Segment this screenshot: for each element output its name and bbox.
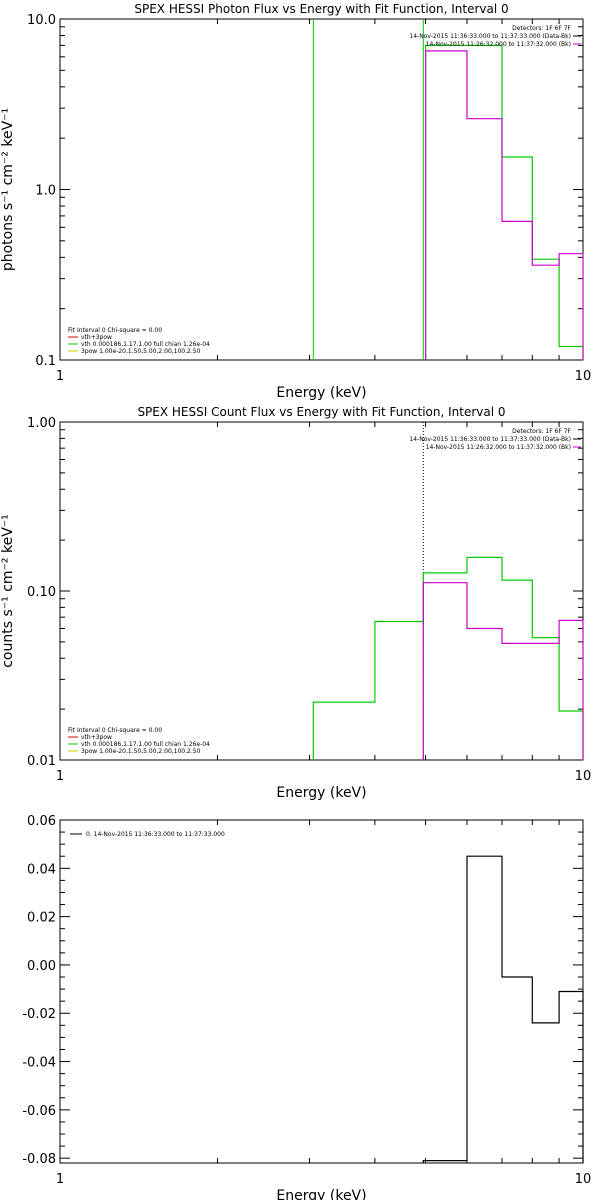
chart-title: SPEX HESSI Photon Flux vs Energy with Fi… xyxy=(134,2,508,16)
y-tick-label: 0.00 xyxy=(27,959,56,974)
y-axis-label: counts s⁻¹ cm⁻² keV⁻¹ xyxy=(0,514,16,668)
fit-info-line: vth 0.000186,1.17,1.00 full chian 1.26e-… xyxy=(81,341,210,348)
legend-entry: 0. 14-Nov-2015 11:36:33.000 to 11:37:33.… xyxy=(86,831,225,838)
y-tick-label: 0.02 xyxy=(27,911,56,926)
y-tick-label: 0.06 xyxy=(27,814,56,829)
y-tick-label: 0.10 xyxy=(27,585,56,600)
fit-info-line: vth+3pow xyxy=(81,734,112,741)
x-axis-label: Energy (keV) xyxy=(276,385,366,401)
series-2-steps xyxy=(422,582,584,760)
x-tick-label: 10 xyxy=(575,769,592,784)
y-axis-label: photons s⁻¹ cm⁻² keV⁻¹ xyxy=(0,108,16,271)
header-line: 14-Nov-2015 11:36:33.000 to 11:37:33.000… xyxy=(409,436,571,443)
series-1-steps xyxy=(422,855,584,1163)
y-tick-label: 10.0 xyxy=(27,13,56,28)
y-tick-label: -0.08 xyxy=(22,1152,56,1167)
series-1-steps xyxy=(425,44,584,360)
x-tick-label: 1 xyxy=(56,369,64,384)
plot-frame xyxy=(59,18,584,361)
fit-info-line: vth 0.000186,1.17,1.00 full chian 1.26e-… xyxy=(81,741,210,748)
x-tick-label: 1 xyxy=(56,769,64,784)
chart-3: 1 10 0.06 0.04 0.02 0.00 -0.02 -0.04 -0.06 -0.08 E… xyxy=(22,814,591,1200)
chart-2: SPEX HESSI Count Flux vs Energy with Fit… xyxy=(0,405,591,801)
header-line: 14-Nov-2015 11:26:32.000 to 11:37:32.000… xyxy=(426,41,571,48)
x-tick-label: 10 xyxy=(575,369,592,384)
x-axis-label: Energy (keV) xyxy=(276,1188,366,1200)
chart-title: SPEX HESSI Count Flux vs Energy with Fit… xyxy=(137,405,505,419)
plot-frame xyxy=(59,819,584,1164)
chart-1: SPEX HESSI Photon Flux vs Energy with Fi… xyxy=(0,2,591,401)
fit-info-line: vth+3pow xyxy=(81,334,112,341)
fit-info-line: 3pow 1.00e-20,1.50,5.00,2.00,100,2.50 xyxy=(81,348,201,355)
x-axis-label: Energy (keV) xyxy=(276,785,366,801)
x-tick-label: 10 xyxy=(575,1172,592,1187)
header-line: 14-Nov-2015 11:36:33.000 to 11:37:33.000… xyxy=(409,33,571,40)
series-1-steps xyxy=(312,556,584,760)
y-tick-label: 0.1 xyxy=(35,354,56,369)
x-tick-label: 1 xyxy=(56,1172,64,1187)
header-line: 14-Nov-2015 11:26:32.000 to 11:37:32.000… xyxy=(426,444,571,451)
y-tick-label: 0.01 xyxy=(27,754,56,769)
fit-info-line: Fit Interval 0 Chi-square = 0.00 xyxy=(68,727,162,734)
y-tick-label: -0.02 xyxy=(22,1007,56,1022)
fit-info-line: 3pow 1.00e-20,1.50,5.00,2.00,100,2.50 xyxy=(81,748,201,755)
fit-info-line: Fit Interval 0 Chi-square = 0.00 xyxy=(68,327,162,334)
header-line: Detectors: 1F 6F 7F xyxy=(512,25,571,32)
y-tick-label: -0.06 xyxy=(22,1104,56,1119)
y-tick-label: 1.0 xyxy=(35,184,56,199)
y-tick-label: 0.04 xyxy=(27,862,56,877)
series-2-steps xyxy=(425,50,584,360)
y-tick-label: -0.04 xyxy=(22,1056,56,1071)
header-line: Detectors: 1F 6F 7F xyxy=(512,428,571,435)
plot-frame xyxy=(59,421,584,761)
y-tick-label: 1.00 xyxy=(27,416,56,431)
